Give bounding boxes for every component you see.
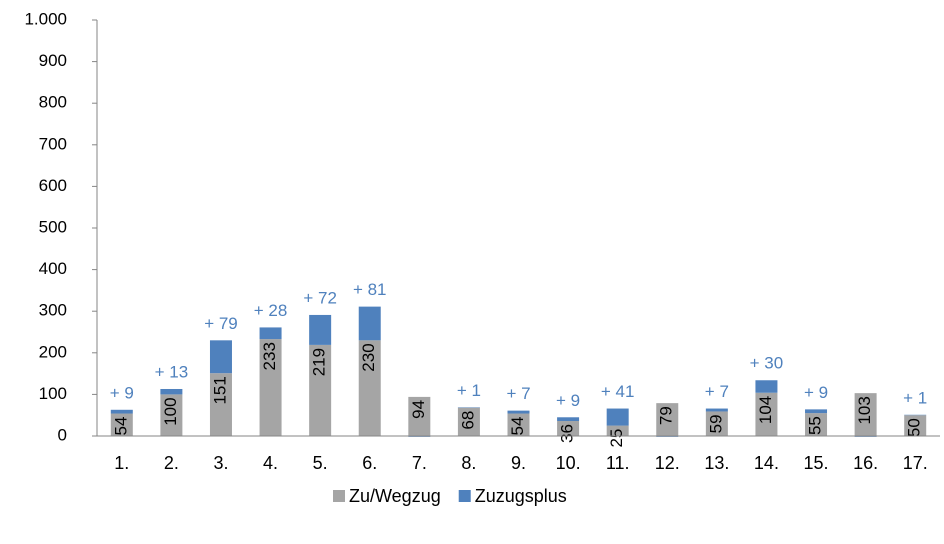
x-tick-label: 8. (461, 453, 476, 473)
value-label: + 9 (804, 383, 828, 402)
bar-segment (111, 410, 133, 414)
y-tick-label: 300 (39, 301, 67, 320)
y-tick-label: 400 (39, 259, 67, 278)
x-tick-label: 2. (164, 453, 179, 473)
x-tick-label: 9. (511, 453, 526, 473)
x-tick-label: 4. (263, 453, 278, 473)
y-tick-label: 900 (39, 51, 67, 70)
value-label: 54 (111, 417, 130, 436)
value-label: + 9 (110, 383, 134, 402)
y-tick-label: 0 (58, 425, 67, 444)
value-label: 25 (607, 429, 626, 448)
value-label: + 13 (155, 362, 189, 381)
x-tick-label: 17. (903, 453, 928, 473)
legend-label: Zu/Wegzug (349, 486, 441, 506)
value-label: + 7 (705, 382, 729, 401)
value-label: + 79 (204, 314, 238, 333)
bar-segment (160, 389, 182, 394)
value-label: 104 (756, 396, 775, 424)
value-label: 68 (458, 411, 477, 430)
x-tick-label: 16. (853, 453, 878, 473)
value-label: + 81 (353, 280, 387, 299)
y-tick-label: 500 (39, 217, 67, 236)
y-tick-label: 700 (39, 134, 67, 153)
value-label: + 9 (556, 391, 580, 410)
x-tick-label: 3. (213, 453, 228, 473)
y-tick-label: 800 (39, 93, 67, 112)
y-tick-label: 200 (39, 342, 67, 361)
value-label: 54 (508, 417, 527, 436)
value-label: 59 (706, 414, 725, 433)
value-label: + 7 (506, 384, 530, 403)
bar-segment (755, 380, 777, 392)
value-label: 94 (409, 400, 428, 419)
x-tick-label: 6. (362, 453, 377, 473)
value-label: + 41 (601, 382, 635, 401)
value-label: 50 (905, 418, 924, 437)
legend-label: Zuzugsplus (475, 486, 567, 506)
bar-segment (607, 409, 629, 426)
x-tick-label: 7. (412, 453, 427, 473)
value-label: + 72 (303, 288, 337, 307)
value-label: 103 (855, 396, 874, 424)
bar-segment (210, 340, 232, 373)
value-label: 233 (260, 342, 279, 370)
value-label: 79 (657, 406, 676, 425)
legend-swatch (459, 490, 471, 502)
y-tick-label: 1.000 (24, 9, 67, 28)
value-label: + 28 (254, 301, 288, 320)
value-label: 100 (161, 397, 180, 425)
y-tick-label: 600 (39, 176, 67, 195)
value-label: 230 (359, 343, 378, 371)
value-label: 151 (210, 376, 229, 404)
x-tick-label: 1. (114, 453, 129, 473)
x-tick-label: 14. (754, 453, 779, 473)
bar-segment (359, 307, 381, 341)
x-tick-label: 15. (804, 453, 829, 473)
value-label: + 1 (903, 388, 927, 407)
x-tick-label: 12. (655, 453, 680, 473)
value-label: + 30 (750, 354, 784, 373)
x-tick-label: 13. (704, 453, 729, 473)
y-tick-label: 100 (39, 384, 67, 403)
bar-segment (706, 409, 728, 412)
value-label: 36 (558, 424, 577, 443)
x-tick-label: 11. (606, 453, 630, 473)
bar-segment (508, 411, 530, 414)
x-tick-label: 5. (313, 453, 328, 473)
bar-segment (309, 315, 331, 345)
value-label: 219 (310, 348, 329, 376)
value-label: 55 (806, 416, 825, 435)
bar-segment (557, 417, 579, 421)
x-tick-label: 10. (556, 453, 581, 473)
bar-segment (260, 327, 282, 339)
value-label: + 1 (457, 381, 481, 400)
bar-segment (805, 409, 827, 413)
legend-swatch (333, 490, 345, 502)
